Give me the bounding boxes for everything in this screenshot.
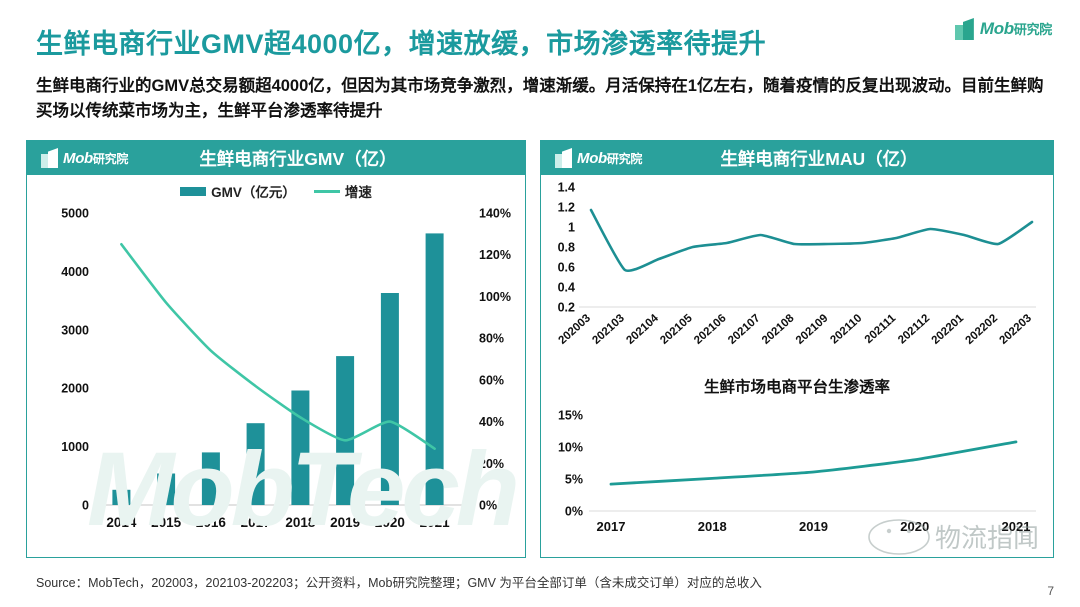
svg-text:140%: 140% — [479, 207, 511, 221]
gmv-panel-header: Mob研究院 生鲜电商行业GMV（亿） — [27, 141, 525, 175]
page-number: 7 — [1047, 584, 1054, 598]
svg-text:20%: 20% — [479, 457, 504, 471]
svg-text:2000: 2000 — [61, 382, 89, 396]
svg-text:2019: 2019 — [799, 519, 828, 534]
svg-text:100%: 100% — [479, 290, 511, 304]
mob-logo-header: Mob研究院 — [954, 18, 1052, 40]
svg-text:202203: 202203 — [997, 312, 1034, 347]
penetration-chart-svg: 0%5%10%15%2017 2018 2019 2020 2021 — [558, 409, 1036, 534]
svg-text:202104: 202104 — [624, 312, 661, 347]
svg-text:1.4: 1.4 — [558, 181, 575, 195]
svg-text:202107: 202107 — [726, 312, 763, 347]
svg-text:202003: 202003 — [556, 312, 593, 347]
gmv-plot-area: MobTech GMV（亿元） 增速 0 1000 2000 3000 4000 5000… — [27, 175, 525, 557]
svg-text:202111: 202111 — [863, 312, 899, 346]
svg-text:0%: 0% — [479, 499, 497, 513]
svg-text:2017: 2017 — [597, 519, 626, 534]
legend-item-gmv: GMV（亿元） — [180, 181, 296, 201]
mob-logo-left-panel: Mob研究院 — [41, 148, 191, 168]
svg-text:202105: 202105 — [658, 312, 695, 347]
svg-text:202202: 202202 — [964, 312, 1001, 347]
source-note: Source：MobTech，202003，202103-202203；公开资料… — [36, 576, 762, 590]
svg-text:物流指闻: 物流指闻 — [935, 523, 1039, 553]
svg-text:1.2: 1.2 — [558, 201, 575, 215]
svg-text:40%: 40% — [479, 415, 504, 429]
mob-logo-right-panel: Mob研究院 — [555, 148, 705, 168]
svg-text:2019: 2019 — [330, 515, 360, 530]
mob-mark-icon — [555, 148, 573, 168]
svg-text:4000: 4000 — [61, 265, 89, 279]
svg-text:2017: 2017 — [241, 515, 271, 530]
mob-mark-icon — [41, 148, 59, 168]
gmv-panel-title: 生鲜电商行业GMV（亿） — [199, 148, 397, 169]
svg-text:2018: 2018 — [285, 515, 316, 530]
svg-text:202110: 202110 — [828, 312, 864, 346]
mau-plot-area: 豪博 0.20.40.60.811.21.4202003202103202104… — [541, 175, 1053, 557]
mau-chart-svg: 0.20.40.60.811.21.4202003202103202104202… — [556, 181, 1036, 347]
svg-text:202201: 202201 — [930, 312, 967, 347]
penetration-chart-title: 生鲜市场电商平台生渗透率 — [703, 379, 890, 396]
legend-item-growth: 增速 — [313, 181, 372, 201]
svg-text:10%: 10% — [558, 441, 583, 455]
svg-text:202106: 202106 — [692, 312, 729, 347]
svg-text:60%: 60% — [479, 373, 504, 387]
svg-text:2021: 2021 — [420, 515, 451, 530]
svg-text:1: 1 — [568, 221, 575, 235]
mau-panel-header: Mob研究院 生鲜电商行业MAU（亿） — [541, 141, 1053, 175]
svg-text:202109: 202109 — [794, 312, 831, 347]
svg-text:5000: 5000 — [61, 207, 89, 221]
gmv-chart-panel: Mob研究院 生鲜电商行业GMV（亿） MobTech GMV（亿元） 增速 0… — [26, 140, 526, 558]
mob-logo-text: Mob研究院 — [979, 19, 1052, 38]
page-subtitle: 生鲜电商行业的GMV总交易额超4000亿，但因为其市场竞争激烈，增速渐缓。月活保… — [36, 77, 1044, 120]
svg-text:120%: 120% — [479, 248, 511, 262]
svg-text:0.2: 0.2 — [558, 301, 575, 315]
svg-text:1000: 1000 — [61, 440, 89, 454]
page-title: 生鲜电商行业GMV超4000亿，增速放缓，市场渗透率待提升 — [36, 29, 767, 59]
svg-text:2018: 2018 — [698, 519, 727, 534]
svg-text:202103: 202103 — [590, 312, 627, 347]
svg-text:202112: 202112 — [896, 312, 932, 346]
svg-text:0.4: 0.4 — [558, 281, 575, 295]
svg-text:2014: 2014 — [106, 515, 137, 530]
svg-text:2015: 2015 — [151, 515, 182, 530]
svg-text:2016: 2016 — [196, 515, 227, 530]
svg-text:202108: 202108 — [760, 312, 797, 347]
gmv-chart-svg: 0 1000 2000 3000 4000 5000 0% 20% 40% 60% 80% 100% 1… — [61, 207, 511, 531]
svg-text:5%: 5% — [565, 473, 583, 487]
mob-mark-icon — [954, 18, 975, 40]
stamp-watermark-icon: 物流指闻 — [868, 519, 1039, 555]
svg-text:0.6: 0.6 — [558, 261, 575, 275]
mau-panel-title: 生鲜电商行业MAU（亿） — [720, 148, 918, 169]
gmv-legend: GMV（亿元） 增速 — [27, 181, 525, 201]
svg-text:15%: 15% — [558, 409, 583, 423]
svg-text:3000: 3000 — [61, 323, 89, 337]
svg-text:2021: 2021 — [1002, 519, 1031, 534]
svg-text:0%: 0% — [565, 505, 583, 519]
svg-text:80%: 80% — [479, 332, 504, 346]
svg-text:0: 0 — [82, 499, 89, 513]
svg-text:0.8: 0.8 — [558, 241, 575, 255]
mau-chart-panel: Mob研究院 生鲜电商行业MAU（亿） 豪博 0.20.40.60.811.21… — [540, 140, 1054, 558]
svg-text:2020: 2020 — [375, 515, 405, 530]
